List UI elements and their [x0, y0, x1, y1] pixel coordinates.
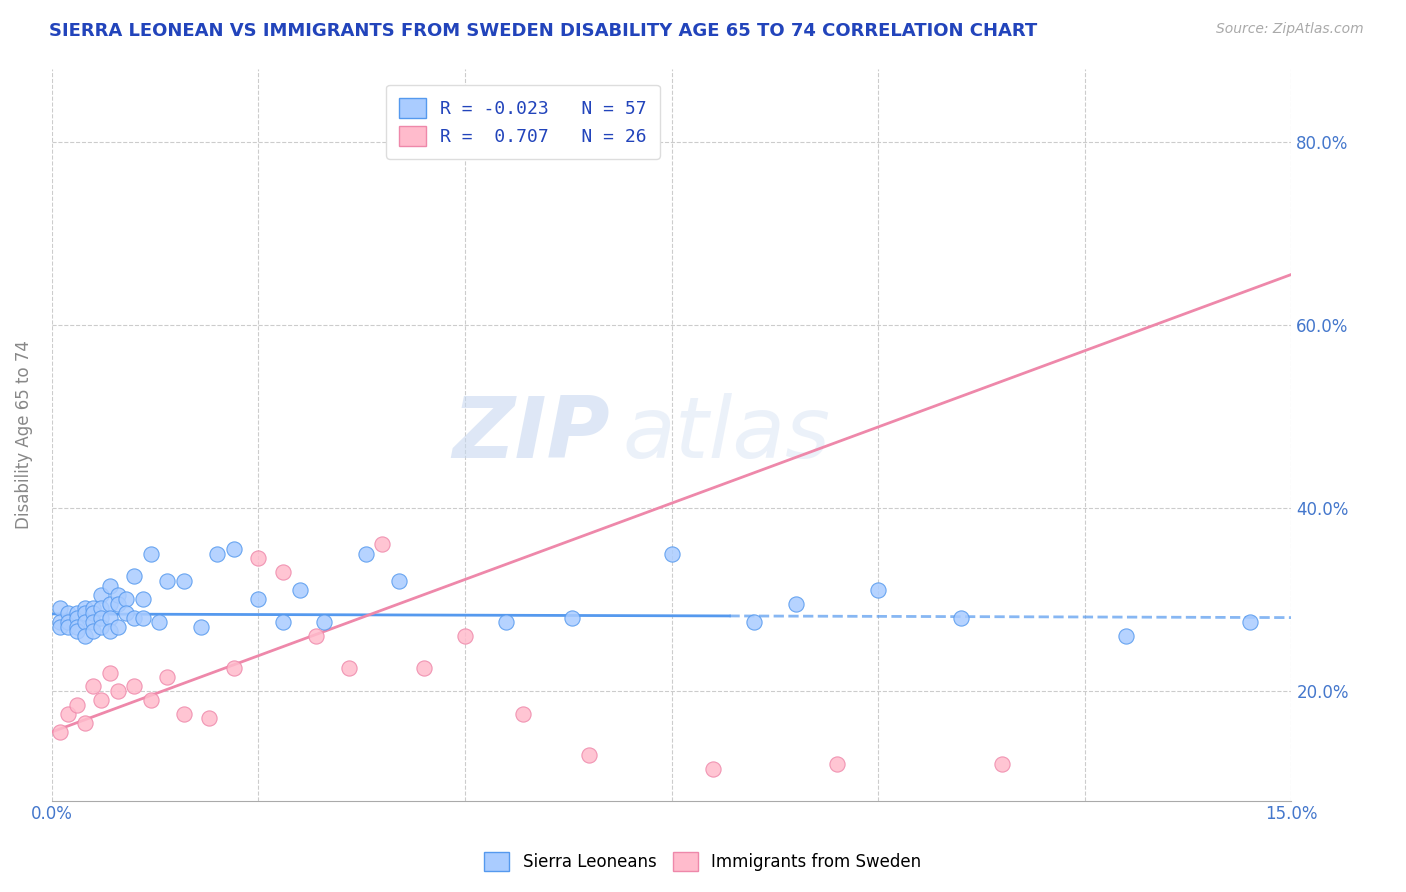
- Point: [65, 624, 87, 639]
- Point: [139, 547, 162, 561]
- Point: [90, 588, 112, 602]
- Legend: R = -0.023   N = 57, R =  0.707   N = 26: R = -0.023 N = 57, R = 0.707 N = 26: [387, 85, 659, 159]
- Point: [82, 679, 104, 693]
- Point: [139, 693, 162, 707]
- Point: [991, 757, 1014, 772]
- Point: [124, 610, 146, 624]
- Point: [90, 601, 112, 615]
- Point: [90, 610, 112, 624]
- Point: [107, 597, 129, 611]
- Point: [949, 610, 972, 624]
- Point: [271, 565, 294, 579]
- Point: [148, 615, 170, 629]
- Point: [197, 711, 219, 725]
- Point: [82, 624, 104, 639]
- Text: ZIP: ZIP: [451, 393, 610, 476]
- Point: [90, 693, 112, 707]
- Point: [661, 547, 683, 561]
- Point: [388, 574, 411, 588]
- Point: [578, 747, 600, 762]
- Point: [82, 606, 104, 620]
- Point: [49, 601, 72, 615]
- Point: [205, 547, 228, 561]
- Point: [512, 706, 534, 721]
- Point: [49, 725, 72, 739]
- Point: [58, 706, 80, 721]
- Legend: Sierra Leoneans, Immigrants from Sweden: Sierra Leoneans, Immigrants from Sweden: [477, 843, 929, 880]
- Text: SIERRA LEONEAN VS IMMIGRANTS FROM SWEDEN DISABILITY AGE 65 TO 74 CORRELATION CHA: SIERRA LEONEAN VS IMMIGRANTS FROM SWEDEN…: [49, 22, 1038, 40]
- Point: [98, 610, 121, 624]
- Point: [271, 615, 294, 629]
- Point: [98, 665, 121, 680]
- Point: [742, 615, 765, 629]
- Point: [785, 597, 807, 611]
- Point: [107, 683, 129, 698]
- Point: [58, 606, 80, 620]
- Point: [73, 601, 96, 615]
- Point: [124, 569, 146, 583]
- Point: [49, 615, 72, 629]
- Point: [868, 583, 890, 598]
- Point: [412, 661, 434, 675]
- Point: [65, 620, 87, 634]
- Y-axis label: Disability Age 65 to 74: Disability Age 65 to 74: [15, 340, 32, 529]
- Point: [124, 679, 146, 693]
- Point: [247, 551, 270, 566]
- Point: [98, 597, 121, 611]
- Point: [156, 670, 179, 684]
- Point: [115, 606, 138, 620]
- Point: [305, 629, 328, 643]
- Point: [131, 610, 153, 624]
- Point: [495, 615, 517, 629]
- Point: [73, 606, 96, 620]
- Text: Source: ZipAtlas.com: Source: ZipAtlas.com: [1216, 22, 1364, 37]
- Point: [173, 706, 195, 721]
- Point: [107, 620, 129, 634]
- Point: [190, 620, 212, 634]
- Point: [371, 537, 394, 551]
- Point: [156, 574, 179, 588]
- Point: [702, 762, 724, 776]
- Point: [222, 541, 245, 556]
- Point: [222, 661, 245, 675]
- Point: [561, 610, 583, 624]
- Point: [98, 624, 121, 639]
- Point: [247, 592, 270, 607]
- Point: [107, 588, 129, 602]
- Point: [115, 592, 138, 607]
- Point: [98, 578, 121, 592]
- Point: [82, 601, 104, 615]
- Point: [131, 592, 153, 607]
- Point: [73, 629, 96, 643]
- Point: [90, 620, 112, 634]
- Point: [65, 606, 87, 620]
- Point: [58, 615, 80, 629]
- Point: [337, 661, 360, 675]
- Point: [73, 615, 96, 629]
- Point: [173, 574, 195, 588]
- Point: [288, 583, 311, 598]
- Point: [73, 715, 96, 730]
- Point: [58, 620, 80, 634]
- Point: [454, 629, 477, 643]
- Point: [65, 610, 87, 624]
- Point: [354, 547, 377, 561]
- Point: [825, 757, 848, 772]
- Point: [49, 620, 72, 634]
- Text: atlas: atlas: [621, 393, 830, 476]
- Point: [1115, 629, 1137, 643]
- Point: [82, 615, 104, 629]
- Point: [65, 698, 87, 712]
- Point: [1239, 615, 1261, 629]
- Point: [314, 615, 336, 629]
